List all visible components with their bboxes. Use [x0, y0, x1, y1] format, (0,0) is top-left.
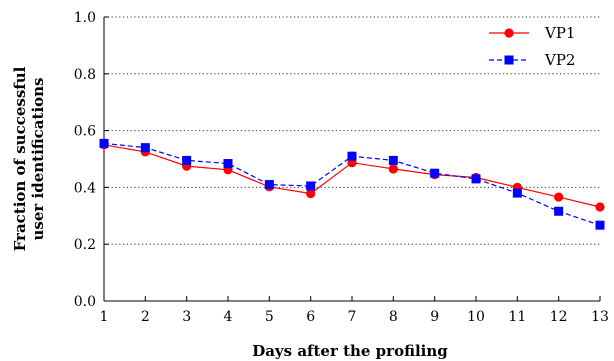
data-point-vp1 — [306, 189, 316, 199]
x-tick-label: 1 — [100, 309, 109, 325]
x-tick-label: 13 — [591, 309, 609, 325]
y-tick-label: 0.2 — [74, 237, 96, 253]
x-axis-title: Days after the profiling — [252, 342, 448, 360]
legend-item-vp2: VP2 — [489, 51, 575, 69]
y-axis-title: Fraction of successful user identificati… — [11, 66, 47, 251]
x-tick-label: 10 — [467, 309, 485, 325]
legend-item-vp1: VP1 — [489, 24, 575, 42]
data-point-vp1 — [388, 164, 398, 174]
series-vp2 — [99, 138, 605, 230]
data-point-vp2 — [264, 180, 274, 190]
series-vp1 — [99, 140, 605, 212]
data-point-vp1 — [554, 192, 564, 202]
x-axis-ticks: 1 2 3 4 5 6 7 8 9 10 11 12 13 — [100, 296, 609, 325]
x-tick-label: 5 — [265, 309, 274, 325]
x-tick-label: 9 — [430, 309, 439, 325]
x-tick-label: 6 — [306, 309, 315, 325]
data-point-vp2 — [182, 155, 192, 165]
data-point-vp1 — [595, 202, 605, 212]
legend-marker — [504, 55, 514, 65]
legend-marker — [504, 28, 514, 38]
data-point-vp2 — [223, 159, 233, 169]
data-point-vp2 — [512, 188, 522, 198]
legend: VP1 VP2 — [489, 24, 575, 69]
x-tick-label: 2 — [141, 309, 150, 325]
data-point-vp2 — [140, 143, 150, 153]
y-axis-title-line-2: user identifications — [29, 77, 47, 240]
y-tick-label: 0.0 — [74, 294, 96, 310]
data-point-vp2 — [306, 181, 316, 191]
data-point-vp2 — [595, 220, 605, 230]
x-tick-label: 12 — [550, 309, 568, 325]
data-point-vp2 — [554, 206, 564, 216]
x-tick-label: 7 — [348, 309, 357, 325]
data-point-vp2 — [471, 174, 481, 184]
legend-label: VP1 — [544, 24, 575, 42]
data-point-vp2 — [99, 138, 109, 148]
x-tick-label: 3 — [182, 309, 191, 325]
x-tick-label: 8 — [389, 309, 398, 325]
y-axis-ticks: 0.0 0.2 0.4 0.6 0.8 1.0 — [74, 10, 109, 310]
y-tick-label: 0.6 — [74, 124, 96, 140]
y-tick-label: 0.4 — [74, 180, 96, 196]
y-tick-label: 0.8 — [74, 67, 96, 83]
x-tick-label: 4 — [224, 309, 233, 325]
data-series — [99, 138, 605, 230]
data-point-vp2 — [347, 151, 357, 161]
y-axis-title-line-1: Fraction of successful — [11, 66, 29, 251]
data-point-vp2 — [430, 168, 440, 178]
legend-label: VP2 — [544, 51, 575, 69]
data-point-vp2 — [388, 155, 398, 165]
y-tick-label: 1.0 — [74, 10, 96, 26]
x-tick-label: 11 — [508, 309, 526, 325]
